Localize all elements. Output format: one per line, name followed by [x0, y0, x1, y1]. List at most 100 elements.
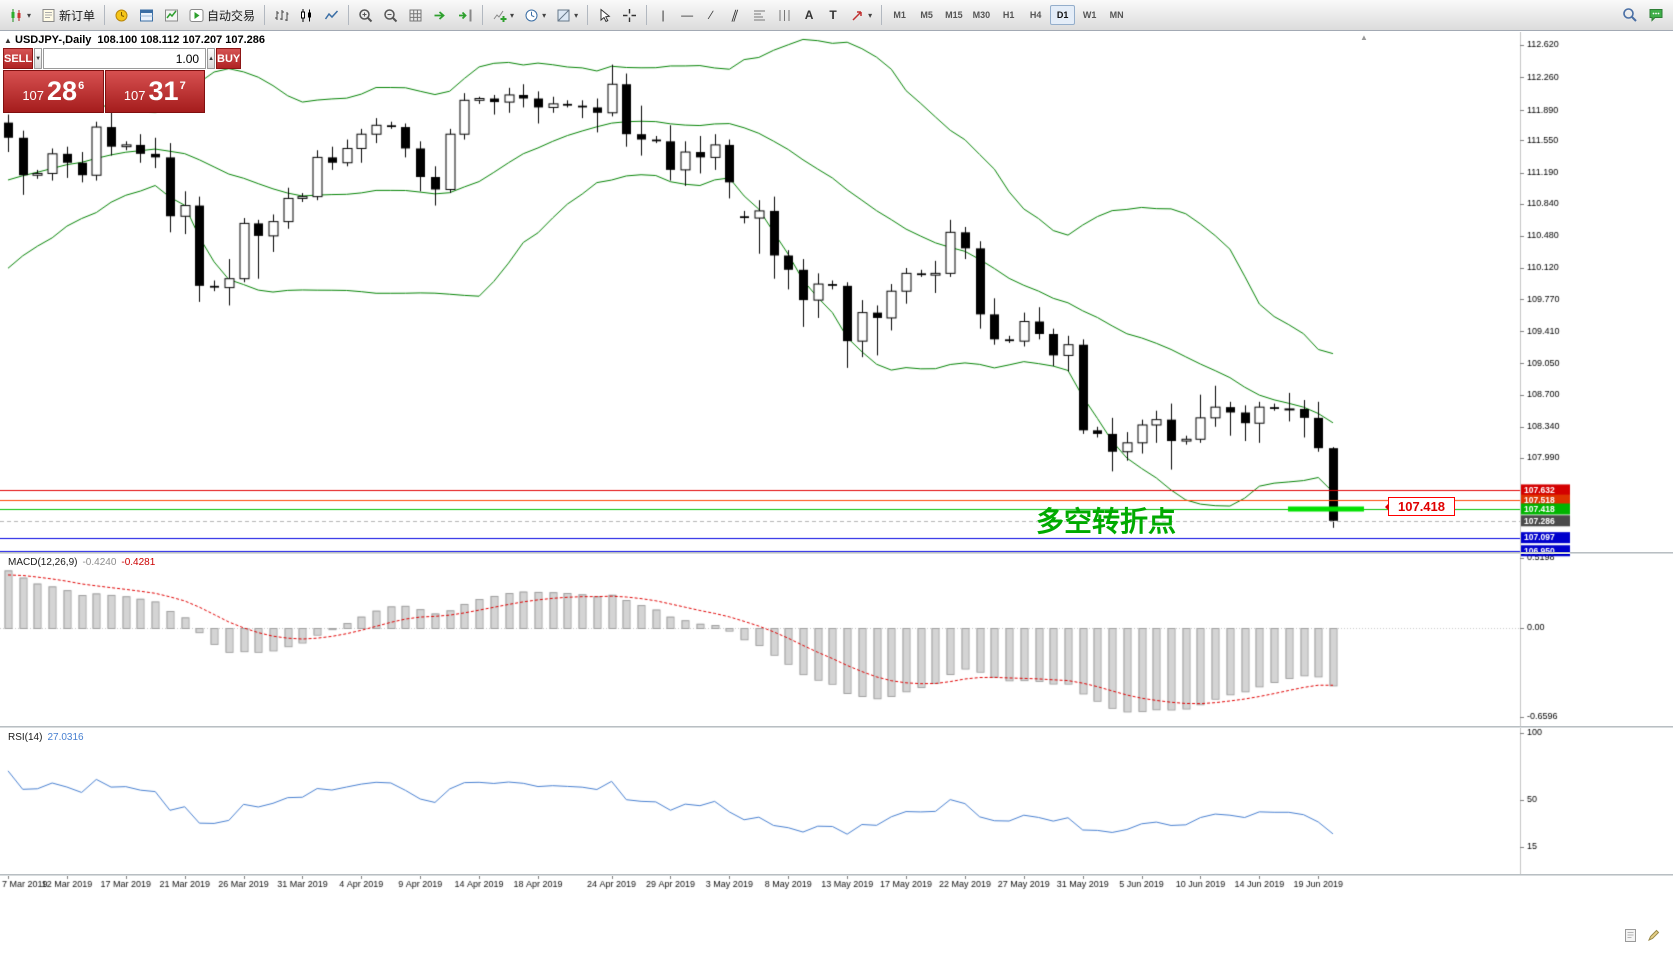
- bar-chart-button[interactable]: [269, 3, 294, 27]
- auto-scroll-button[interactable]: [428, 3, 453, 27]
- tf-m15-button[interactable]: M15: [941, 5, 967, 25]
- sell-price-prefix: 107: [22, 88, 45, 103]
- oct-collapse-icon[interactable]: ▲: [4, 36, 12, 45]
- toolbar-separator: [646, 5, 648, 25]
- toolbar-separator: [104, 5, 106, 25]
- tf-h4-button[interactable]: H4: [1023, 5, 1048, 25]
- chevron-down-icon: ▾: [542, 10, 547, 20]
- tf-h1-button[interactable]: H1: [996, 5, 1021, 25]
- buy-label-button[interactable]: BUY: [216, 48, 242, 69]
- tf-m5-button[interactable]: M5: [914, 5, 939, 25]
- vertical-line-icon: |: [661, 8, 665, 22]
- line-chart-button[interactable]: [319, 3, 344, 27]
- cycle-lines-button[interactable]: [772, 3, 797, 27]
- text-button[interactable]: A: [797, 3, 821, 27]
- periods-button[interactable]: ▾: [519, 3, 551, 27]
- panel-separator[interactable]: [0, 874, 1673, 876]
- fibonacci-icon: [754, 10, 766, 20]
- panel-separator[interactable]: [0, 726, 1673, 728]
- order-form-icon: [42, 8, 55, 22]
- tf-w1-button[interactable]: W1: [1077, 5, 1102, 25]
- channel-icon: ∥: [729, 8, 741, 22]
- volume-down-button[interactable]: ▼: [34, 48, 43, 69]
- zoom-out-button[interactable]: [378, 3, 403, 27]
- label-button[interactable]: T: [821, 3, 845, 27]
- buy-price-prefix: 107: [123, 88, 146, 103]
- new-order-label: 新订单: [59, 8, 96, 23]
- zoom-in-icon: [359, 8, 373, 22]
- grid-button[interactable]: [403, 3, 428, 27]
- volume-up-button[interactable]: ▲: [207, 48, 216, 69]
- sell-label-button[interactable]: SELL: [3, 48, 34, 69]
- price-chart-canvas[interactable]: [0, 32, 1673, 896]
- buy-button[interactable]: 107 31 7: [104, 70, 205, 113]
- new-order-button[interactable]: 新订单: [36, 3, 100, 27]
- toolbar-separator: [881, 5, 883, 25]
- auto-scroll-icon: [434, 10, 445, 20]
- chevron-down-icon: ▾: [574, 10, 579, 20]
- bottom-right-icons: [1623, 928, 1661, 948]
- line-chart-icon: [324, 9, 339, 19]
- data-window-icon: [140, 9, 154, 21]
- fibonacci-button[interactable]: [747, 3, 772, 27]
- cursor-button[interactable]: [592, 3, 617, 27]
- vertical-line-button[interactable]: |: [651, 3, 675, 27]
- toolbar-separator: [264, 5, 266, 25]
- volume-input[interactable]: [43, 48, 207, 69]
- strategy-tester-button[interactable]: [159, 3, 184, 27]
- timeframe-group: M1 M5 M15 M30 H1 H4 D1 W1 MN: [886, 5, 1130, 25]
- market-watch-button[interactable]: [109, 3, 134, 27]
- rsi-indicator-label: RSI(14) 27.0316: [8, 732, 84, 743]
- chart-title: USDJPY-,Daily 108.100 108.112 107.207 107…: [15, 34, 265, 46]
- bar-chart-icon: [275, 9, 289, 21]
- chevron-down-icon: ▾: [868, 10, 873, 20]
- indicators-plus-icon: [493, 10, 507, 22]
- chat-icon: [1649, 9, 1663, 22]
- tf-m30-button[interactable]: M30: [969, 5, 995, 25]
- buy-price-big: 31: [148, 76, 179, 106]
- chevron-down-icon: ▾: [27, 10, 32, 20]
- document-icon[interactable]: [1623, 928, 1638, 948]
- sell-price-big: 28: [47, 76, 78, 106]
- search-button[interactable]: [1617, 3, 1643, 27]
- zoom-in-button[interactable]: [353, 3, 378, 27]
- template-icon: [557, 9, 570, 21]
- pencil-icon[interactable]: [1646, 928, 1661, 948]
- toolbar-separator: [348, 5, 350, 25]
- arrow-tool-icon: [852, 10, 862, 21]
- price-callout-label[interactable]: 107.418: [1385, 497, 1455, 516]
- crosshair-button[interactable]: [617, 3, 642, 27]
- arrows-button[interactable]: ▾: [845, 3, 877, 27]
- tf-d1-button[interactable]: D1: [1050, 5, 1076, 25]
- channel-button[interactable]: ∥: [723, 3, 747, 27]
- tf-mn-button[interactable]: MN: [1104, 5, 1129, 25]
- autotrading-button[interactable]: 自动交易: [184, 3, 260, 27]
- chart-ohlc-values: 108.100 108.112 107.207 107.286: [97, 34, 266, 46]
- autotrading-play-icon: [189, 8, 204, 22]
- toolbar-separator: [587, 5, 589, 25]
- templates-button[interactable]: ▾: [551, 3, 583, 27]
- buy-price-pip: 7: [179, 79, 186, 92]
- rsi-value: 27.0316: [47, 732, 84, 743]
- new-chart-button[interactable]: ▾: [4, 3, 36, 27]
- search-icon: [1623, 8, 1637, 22]
- chat-button[interactable]: [1643, 3, 1669, 27]
- crosshair-icon: [623, 8, 637, 22]
- turning-point-annotation[interactable]: 多空转折点: [1036, 506, 1177, 537]
- label-tool-icon: T: [829, 8, 837, 22]
- candlestick-chart-button[interactable]: [294, 3, 319, 27]
- panel-separator[interactable]: [0, 552, 1673, 554]
- macd-main-value: -0.4240: [82, 557, 117, 568]
- tf-m1-button[interactable]: M1: [887, 5, 912, 25]
- macd-name: MACD(12,26,9): [8, 557, 78, 568]
- rsi-name: RSI(14): [8, 732, 43, 743]
- horizontal-line-button[interactable]: —: [675, 3, 699, 27]
- toolbar-separator: [482, 5, 484, 25]
- indicators-button[interactable]: ▾: [487, 3, 519, 27]
- one-click-trading-panel: SELL ▼ ▲ BUY 107 28 6 107 31 7: [3, 48, 242, 113]
- chart-shift-button[interactable]: [453, 3, 478, 27]
- data-window-button[interactable]: [134, 3, 159, 27]
- trendline-icon: ∕: [710, 8, 713, 22]
- trendline-button[interactable]: ∕: [699, 3, 723, 27]
- sell-button[interactable]: 107 28 6: [3, 70, 104, 113]
